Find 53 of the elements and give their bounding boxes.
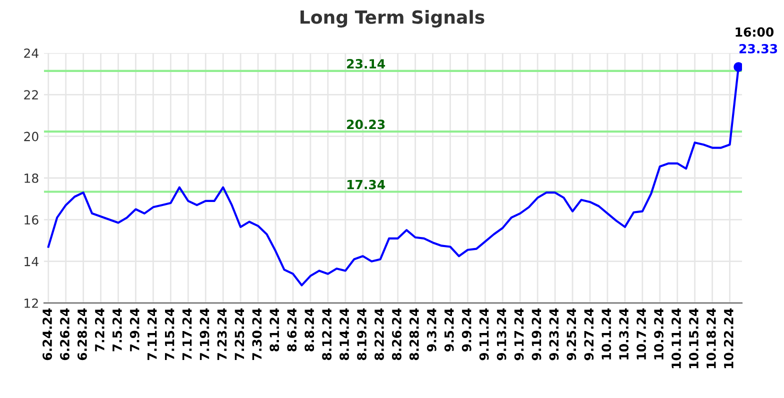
x-tick-label: 10.9.24 bbox=[654, 308, 664, 360]
x-tick-label: 9.19.24 bbox=[532, 308, 542, 360]
x-tick-label: 6.24.24 bbox=[42, 308, 52, 360]
x-tick-label: 9.17.24 bbox=[514, 308, 524, 360]
x-tick-label: 7.30.24 bbox=[252, 308, 262, 360]
x-tick-label: 7.17.24 bbox=[182, 308, 192, 360]
x-tick-label: 9.9.24 bbox=[462, 308, 472, 352]
y-tick-label: 24 bbox=[24, 48, 38, 58]
x-tick-label: 10.3.24 bbox=[619, 308, 629, 360]
x-tick-label: 7.5.24 bbox=[112, 308, 122, 352]
y-tick-label: 18 bbox=[24, 173, 38, 183]
ref-line-label: 17.34 bbox=[347, 180, 386, 190]
x-tick-label: 8.1.24 bbox=[270, 308, 280, 352]
x-tick-label: 10.22.24 bbox=[724, 308, 734, 368]
x-tick-label: 7.19.24 bbox=[200, 308, 210, 360]
x-tick-label: 10.7.24 bbox=[636, 308, 646, 360]
x-tick-label: 6.28.24 bbox=[77, 308, 87, 360]
x-tick-label: 9.13.24 bbox=[496, 308, 506, 360]
data-label: 23.33 bbox=[739, 44, 778, 54]
x-tick-label: 9.27.24 bbox=[584, 308, 594, 360]
x-tick-label: 8.14.24 bbox=[340, 308, 350, 360]
x-tick-label: 8.28.24 bbox=[409, 308, 419, 360]
y-tick-label: 22 bbox=[24, 90, 38, 100]
x-tick-label: 9.25.24 bbox=[566, 308, 576, 360]
text: 16:00 bbox=[736, 27, 774, 37]
x-tick-label: 10.1.24 bbox=[602, 308, 612, 360]
x-tick-label: 8.19.24 bbox=[357, 308, 366, 360]
x-tick-label: 8.26.24 bbox=[392, 308, 402, 360]
ref-line-label: 20.23 bbox=[347, 120, 385, 130]
x-tick-label: 7.25.24 bbox=[234, 308, 244, 360]
x-tick-label: 9.5.24 bbox=[444, 308, 454, 352]
x-tick-label: 8.6.24 bbox=[287, 308, 297, 352]
x-tick-label: 6.26.24 bbox=[60, 308, 70, 360]
x-tick-label: 8.8.24 bbox=[304, 308, 314, 352]
x-tick-label: 7.23.24 bbox=[217, 308, 227, 360]
x-tick-label: 9.11.24 bbox=[479, 308, 489, 360]
x-tick-label: 7.11.24 bbox=[147, 308, 157, 360]
x-tick-label: 8.22.24 bbox=[374, 308, 384, 360]
y-tick-label: 12 bbox=[24, 298, 38, 308]
x-tick-label: 10.18.24 bbox=[706, 308, 716, 368]
chart-title: Long Term Signals bbox=[300, 10, 484, 28]
x-tick-label: 9.3.24 bbox=[426, 308, 436, 352]
y-tick-label: 16 bbox=[24, 215, 38, 225]
ref-line-label: 23.14 bbox=[347, 59, 386, 68]
x-tick-label: 7.15.24 bbox=[164, 308, 174, 360]
y-tick-label: 14 bbox=[24, 256, 38, 266]
y-tick-label: 20 bbox=[24, 132, 38, 142]
x-tick-label: 10.11.24 bbox=[672, 308, 681, 368]
x-tick-label: 7.9.24 bbox=[130, 308, 140, 352]
x-tick-label: 9.23.24 bbox=[549, 308, 559, 360]
x-tick-label: 10.15.24 bbox=[689, 308, 698, 368]
x-tick-label: 8.12.24 bbox=[322, 308, 332, 360]
x-tick-label: 7.2.24 bbox=[94, 308, 104, 352]
